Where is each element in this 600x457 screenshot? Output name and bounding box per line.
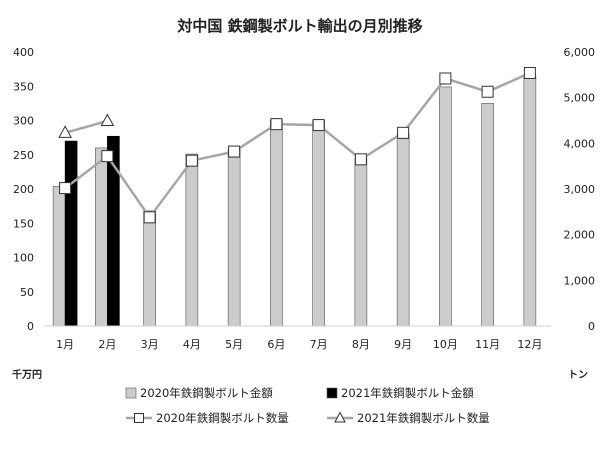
- right-tick-label: 5,000: [564, 92, 596, 105]
- qty-2020-point: [270, 118, 283, 131]
- left-tick-label: 50: [20, 286, 34, 299]
- left-tick-label: 300: [13, 115, 34, 128]
- bar-2020-value: [396, 133, 410, 327]
- left-tick-label: 250: [13, 149, 34, 162]
- legend-2020-qty-swatch-marker: [134, 413, 144, 423]
- category-label: 5月: [225, 338, 243, 351]
- qty-2020-point: [185, 154, 198, 167]
- qty-2021-line: [64, 119, 108, 135]
- left-tick-label: 100: [13, 252, 34, 265]
- bar-2020-value: [227, 148, 241, 327]
- chart-title: 対中国 鉄鋼製ボルト輸出の月別推移: [176, 17, 422, 35]
- legend-2020-value-swatch: [125, 387, 137, 399]
- legend: 2020年鉄鋼製ボルト金額 2021年鉄鋼製ボルト金額 2020年鉄鋼製ボルト数量 2…: [125, 386, 490, 425]
- qty-2020-point: [59, 182, 72, 195]
- category-label: 11月: [475, 338, 500, 351]
- bars-layer: [52, 75, 537, 327]
- qty-2021-point: [58, 125, 72, 138]
- bar-2020-value: [481, 103, 494, 327]
- bar-2021-value: [64, 140, 78, 327]
- category-label: 10月: [433, 338, 458, 351]
- category-label: 8月: [352, 338, 370, 351]
- left-tick-label: 200: [13, 183, 34, 196]
- legend-2021-value-label: 2021年鉄鋼製ボルト金額: [341, 386, 474, 400]
- legend-2021-value-swatch: [326, 387, 338, 399]
- left-tick-label: 0: [27, 320, 34, 333]
- legend-2021-qty: 2021年鉄鋼製ボルト数量: [327, 411, 490, 425]
- category-label: 6月: [267, 338, 285, 351]
- right-axis-unit: トン: [568, 369, 588, 381]
- qty-2020-point: [523, 67, 536, 80]
- qty-2020-point: [397, 126, 410, 139]
- qty-2020-line: [64, 71, 531, 220]
- left-axis-unit: 千万円: [12, 368, 42, 381]
- right-tick-label: 3,000: [564, 183, 596, 196]
- bar-2020-value: [52, 185, 66, 327]
- bar-2020-value: [312, 120, 325, 327]
- legend-2021-qty-label: 2021年鉄鋼製ボルト数量: [357, 411, 490, 425]
- legend-2020-qty: 2020年鉄鋼製ボルト数量: [126, 411, 289, 425]
- category-label: 7月: [310, 338, 328, 351]
- category-label: 1月: [56, 338, 74, 351]
- qty-2021-point: [100, 113, 115, 126]
- right-tick-label: 0: [588, 320, 595, 333]
- qty-2020-point: [481, 85, 494, 98]
- left-tick-label: 400: [13, 46, 34, 59]
- bar-2020-value: [439, 86, 452, 327]
- right-tick-label: 6,000: [564, 46, 596, 59]
- left-tick-label: 150: [13, 217, 34, 230]
- right-tick-label: 2,000: [564, 229, 596, 242]
- bar-2020-value: [354, 157, 368, 327]
- qty-2020-point: [101, 150, 114, 163]
- legend-2020-value-label: 2020年鉄鋼製ボルト金額: [140, 386, 273, 400]
- legend-2020-qty-label: 2020年鉄鋼製ボルト数量: [156, 411, 289, 425]
- bar-2020-value: [270, 119, 283, 327]
- bar-2020-value: [95, 147, 108, 327]
- qty-2020-point: [354, 153, 367, 166]
- legend-2021-qty-swatch-marker: [334, 411, 346, 423]
- right-tick-label: 1,000: [564, 274, 596, 287]
- qty-2020-point: [143, 211, 156, 224]
- bar-2020-value: [523, 75, 537, 327]
- category-label: 3月: [141, 338, 159, 351]
- legend-2021-value: 2021年鉄鋼製ボルト金額: [326, 386, 474, 400]
- qty-2020-point: [312, 119, 325, 132]
- labels-layer: 0 50 100 150 200 250 300 350 400 0 1,000 2,000 3,000…: [13, 46, 595, 351]
- category-label: 12月: [517, 338, 542, 351]
- lines-layer: [58, 67, 536, 224]
- bar-2020-value: [143, 210, 156, 327]
- qty-2020-point: [439, 72, 452, 85]
- legend-2020-value: 2020年鉄鋼製ボルト金額: [125, 386, 273, 400]
- category-label: 4月: [183, 338, 201, 351]
- category-label: 9月: [394, 338, 412, 351]
- category-label: 2月: [98, 338, 116, 351]
- bar-2020-value: [185, 153, 199, 327]
- left-tick-label: 350: [13, 80, 34, 93]
- qty-2020-point: [228, 145, 241, 158]
- right-tick-label: 4,000: [564, 137, 596, 150]
